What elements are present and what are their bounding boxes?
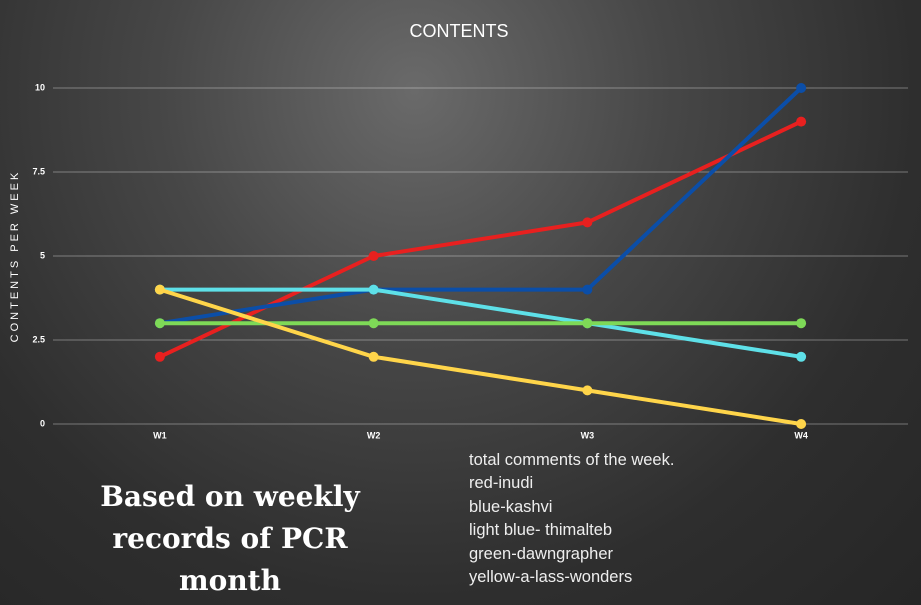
data-point <box>796 419 807 429</box>
caption: Based on weekly records of PCR month <box>100 480 360 597</box>
data-point <box>796 318 807 329</box>
y-axis-label: CONTENTS PER WEEK <box>9 170 21 343</box>
y-tick-label: 0 <box>40 418 45 428</box>
x-tick-label: W2 <box>367 430 381 440</box>
data-point <box>796 83 807 93</box>
data-point <box>582 385 593 396</box>
data-point <box>796 116 807 127</box>
data-point <box>154 351 165 362</box>
note-line: red-inudi <box>469 474 534 493</box>
chart: CONTENTS CONTENTS PER WEEK 0 2.5 5 7.5 10 W1 W… <box>9 21 808 440</box>
note-line: blue-kashvi <box>469 497 553 516</box>
note-line: yellow-a-lass-wonders <box>469 568 633 587</box>
note-line: green-dawngrapher <box>469 544 614 563</box>
x-tick-label: W3 <box>581 430 595 440</box>
series-line <box>159 86 803 326</box>
data-point <box>368 251 379 261</box>
data-point <box>368 318 379 329</box>
data-point <box>368 284 379 295</box>
y-tick-label: 10 <box>35 82 45 92</box>
y-tick-label: 7.5 <box>32 166 45 176</box>
data-point <box>154 284 165 295</box>
chart-title: CONTENTS <box>410 21 509 41</box>
data-point <box>582 318 593 329</box>
series-line <box>159 287 802 359</box>
y-tick-label: 2.5 <box>32 334 45 344</box>
note-line: total comments of the week. <box>469 451 675 469</box>
x-tick-label: W4 <box>794 430 808 440</box>
notes: total comments of the week. red-inudi blue… <box>469 449 674 589</box>
y-tick-label: 5 <box>40 250 45 260</box>
x-tick-label: W1 <box>153 430 167 440</box>
data-point <box>154 318 165 329</box>
data-point <box>368 351 379 362</box>
note-line: light blue- thimalteb <box>469 521 613 540</box>
data-point <box>796 351 807 362</box>
series-line <box>159 287 802 426</box>
data-point <box>582 284 593 295</box>
data-point <box>582 217 593 228</box>
